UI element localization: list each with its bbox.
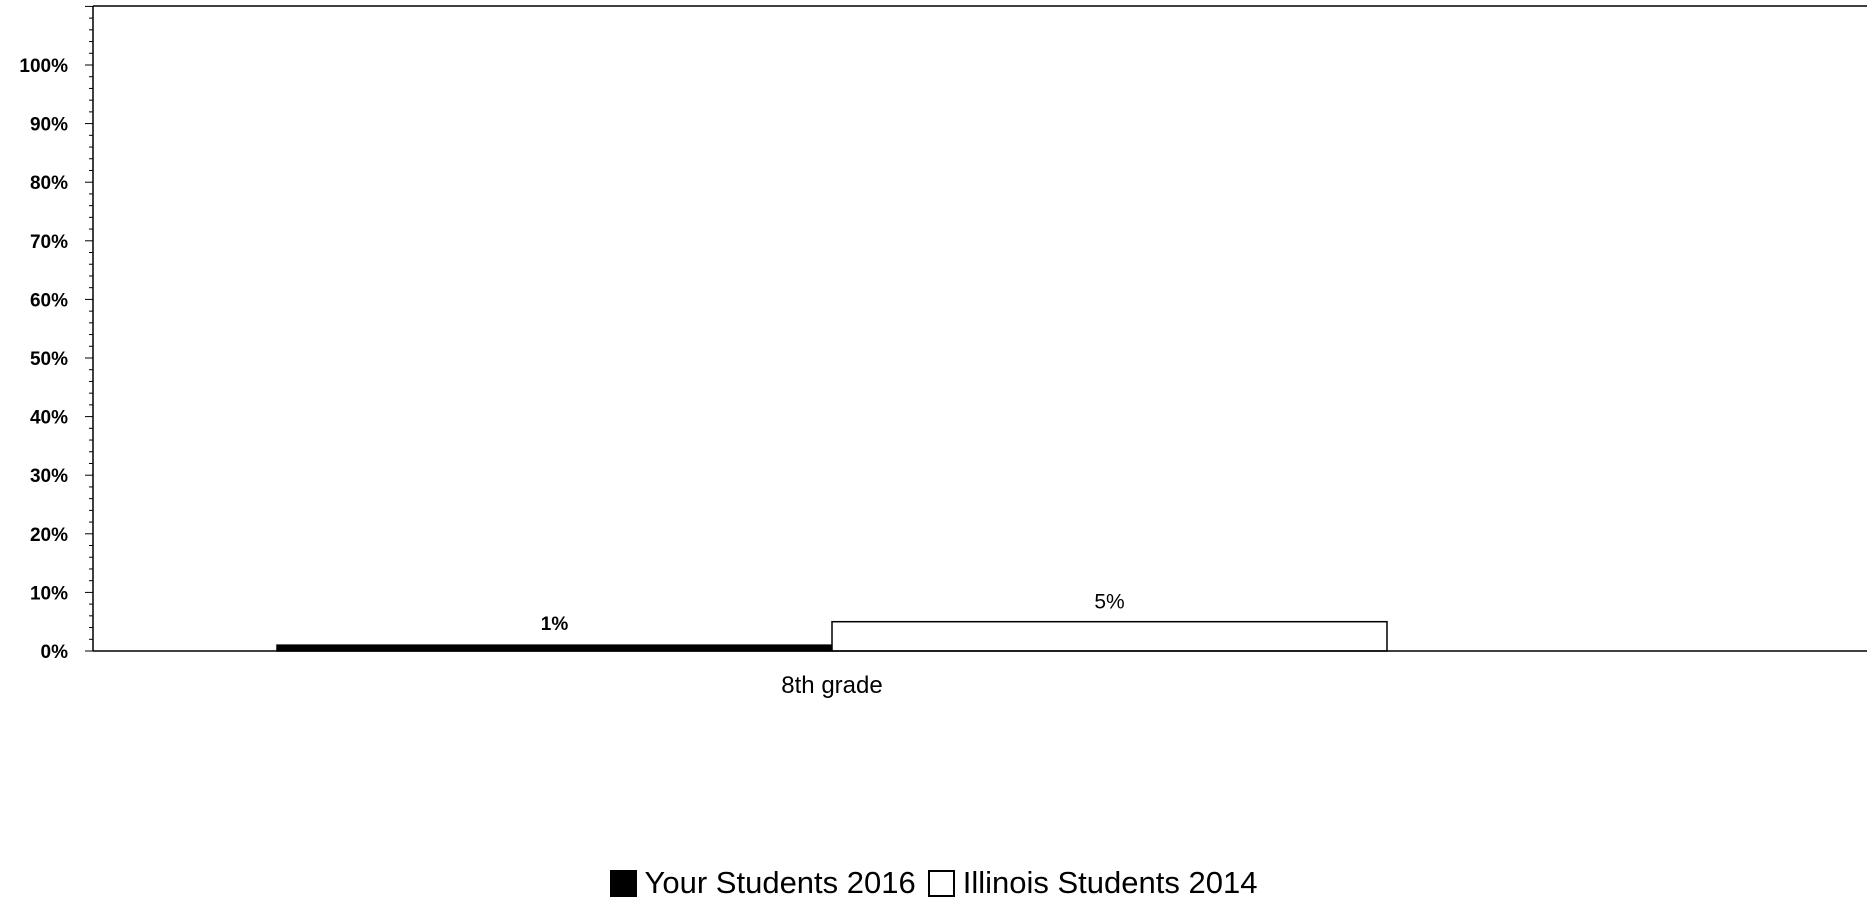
y-tick-label: 10% (30, 583, 68, 604)
legend-swatch-your-students (609, 869, 637, 897)
y-tick-label: 70% (30, 232, 68, 253)
y-tick-label: 40% (30, 408, 68, 429)
y-tick-label: 80% (30, 173, 68, 194)
bar-chart: 0% 10% 20% 30% 40% 50% 60% 70% 80% 90% 100% 1% 5% 8th… (19, 5, 1867, 699)
legend-swatch-illinois-students (927, 869, 955, 897)
y-tick-label: 0% (41, 642, 69, 663)
y-tick-label: 20% (30, 525, 68, 546)
legend-label-illinois-students: Illinois Students 2014 (962, 865, 1258, 900)
data-label-1: 5% (1094, 591, 1124, 614)
y-tick-label: 100% (19, 56, 68, 77)
bar-1 (831, 620, 1388, 652)
legend-item-illinois-students: Illinois Students 2014 (927, 865, 1258, 901)
bar-0 (276, 644, 833, 652)
y-tick-label: 50% (30, 349, 68, 370)
y-tick-label: 60% (30, 290, 68, 311)
data-label-0: 1% (541, 614, 569, 635)
y-tick-label: 30% (30, 466, 68, 487)
y-tick-label: 90% (30, 115, 68, 136)
legend: Your Students 2016 Illinois Students 201… (0, 865, 1867, 901)
legend-item-your-students: Your Students 2016 (609, 865, 916, 901)
x-category-label: 8th grade (781, 672, 882, 699)
legend-label-your-students: Your Students 2016 (644, 865, 916, 900)
